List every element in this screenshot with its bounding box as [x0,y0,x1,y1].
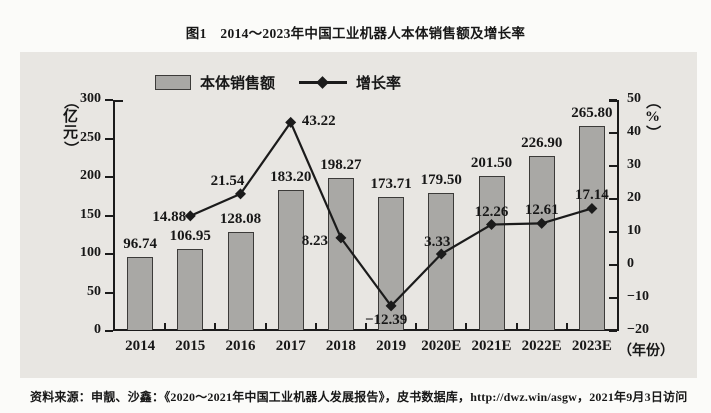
close-paren: ） [61,141,78,157]
right-axis-unit-label: （ % ） [644,94,661,140]
chart-panel: 本体销售额 增长率 （ 亿元 ） （ % ） （年份） [20,52,697,378]
left-axis-unit-text: 亿元 [62,109,78,142]
chart-legend: 本体销售额 增长率 [155,72,401,93]
bar-series-label: 本体销售额 [200,76,276,92]
figure-title: 图1 2014～2023年中国工业机器人本体销售额及增长率 [185,26,526,41]
close-paren: ） [643,125,660,141]
open-paren: （ [61,93,78,110]
source-note: 资料来源：申靓、沙鑫：《2020～2021年中国工业机器人发展报告》，皮书数据库… [30,390,688,404]
left-axis-unit-label: （ 亿元 ） [62,94,79,156]
right-axis-unit-text: % [645,109,660,125]
diamond-marker-icon [316,75,329,89]
x-axis-unit-label: （年份） [618,344,674,359]
bar-series-swatch-icon [155,75,191,90]
line-series-marker-icon [299,75,348,89]
line-series-label: 增长率 [356,76,402,92]
open-paren: （ [643,93,660,110]
